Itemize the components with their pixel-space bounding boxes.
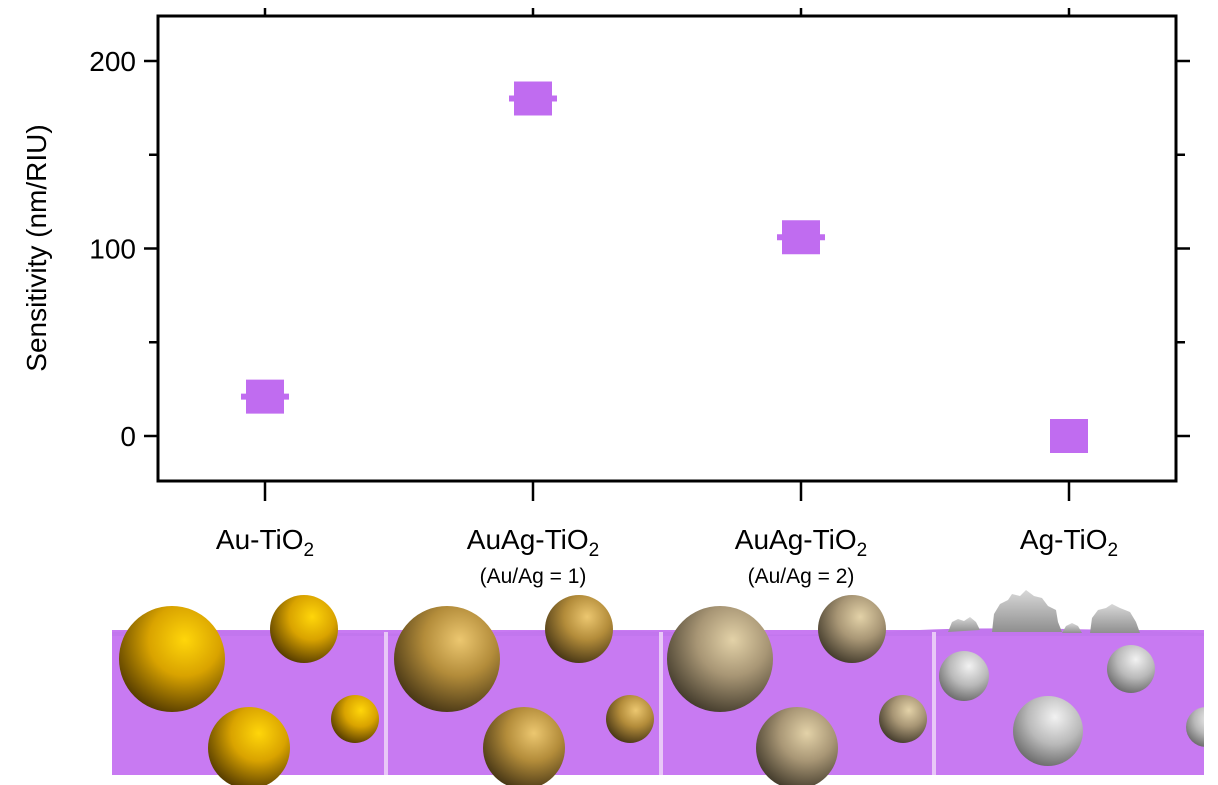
panel-divider <box>932 632 936 775</box>
ag-panel <box>939 590 1218 766</box>
auag-nanoparticle <box>545 595 613 663</box>
auag-nanoparticle <box>756 707 838 785</box>
au-nanoparticle <box>208 707 290 785</box>
y-axis-title: Sensitivity (nm/RIU) <box>21 124 52 371</box>
ag-surface-cluster <box>1090 604 1140 633</box>
nanoparticle-illustration <box>112 590 1218 785</box>
x-category-label-main: Au-TiO <box>216 524 304 555</box>
page-right-margin <box>1204 600 1218 785</box>
y-axis-tick-labels: 0 100 200 <box>89 46 136 452</box>
x-category-sublabel: (Au/Ag = 1) <box>480 565 587 588</box>
x-axis-ticks <box>263 8 1071 501</box>
ag-surface-cluster <box>948 617 980 632</box>
y-tick-label: 0 <box>120 421 136 452</box>
x-category-label: AuAg-TiO2 <box>735 524 867 561</box>
x-axis-category-labels: Au-TiO2 AuAg-TiO2(Au/Ag = 1)AuAg-TiO2(Au/… <box>216 524 1118 588</box>
plot-frame <box>156 14 1178 483</box>
x-category-label-subscript: 2 <box>857 540 868 561</box>
auag-nanoparticle <box>606 695 654 743</box>
x-category-label: Au-TiO2 <box>216 524 314 561</box>
auag2-panel <box>667 595 927 785</box>
x-category-label-main: Ag-TiO <box>1020 524 1108 555</box>
auag-nanoparticle <box>818 595 886 663</box>
panel-divider <box>384 632 388 775</box>
panel-divider <box>659 632 663 775</box>
auag1-panel <box>394 595 654 785</box>
ag-surface-cluster <box>992 590 1062 632</box>
y-tick-label: 100 <box>89 234 136 265</box>
auag-nanoparticle <box>483 707 565 785</box>
y-tick-label: 200 <box>89 46 136 77</box>
y-axis-ticks <box>144 59 1190 438</box>
ag-nanoparticle <box>1107 645 1155 693</box>
au-nanoparticle <box>119 606 225 712</box>
ag-surface-cluster <box>1062 623 1082 633</box>
x-category-label-subscript: 2 <box>589 540 600 561</box>
x-category-label-subscript: 2 <box>1108 540 1119 561</box>
auag-nanoparticle <box>394 606 500 712</box>
ag-nanoparticle <box>1013 696 1083 766</box>
au-nanoparticle <box>331 695 379 743</box>
x-category-label: Ag-TiO2 <box>1020 524 1118 561</box>
ag-nanoparticle <box>939 651 989 701</box>
x-category-label-subscript: 2 <box>304 540 315 561</box>
x-category-label: AuAg-TiO2 <box>467 524 599 561</box>
au-nanoparticle <box>270 595 338 663</box>
data-markers <box>241 81 1088 453</box>
x-category-label-main: AuAg-TiO <box>735 524 857 555</box>
data-point-marker <box>1050 419 1088 453</box>
x-category-label-main: AuAg-TiO <box>467 524 589 555</box>
au-panel <box>119 595 379 785</box>
auag-nanoparticle <box>667 606 773 712</box>
auag-nanoparticle <box>879 695 927 743</box>
x-category-sublabel: (Au/Ag = 2) <box>748 565 855 588</box>
